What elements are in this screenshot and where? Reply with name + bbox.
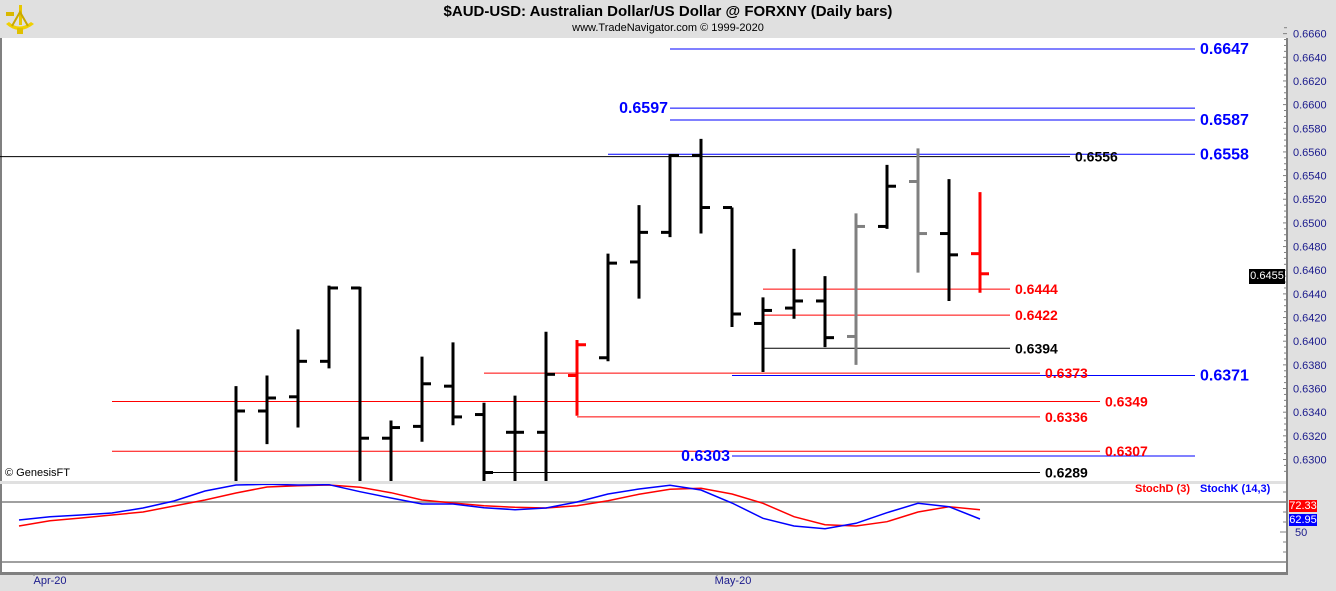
level-label: 0.6394 bbox=[1015, 340, 1058, 356]
left-border bbox=[0, 38, 2, 575]
level-label: 0.6587 bbox=[1200, 112, 1249, 129]
date-axis-label: May-20 bbox=[715, 575, 752, 587]
ohlc-bar bbox=[320, 285, 338, 369]
legend-stochk: StochK (14,3) bbox=[1200, 483, 1271, 495]
copyright-text: © GenesisFT bbox=[5, 467, 70, 479]
ohlc-bar bbox=[351, 286, 369, 481]
ohlc-bars bbox=[234, 138, 989, 481]
ohlc-bar bbox=[475, 402, 493, 481]
price-axis-label: 0.6400 bbox=[1293, 336, 1327, 348]
stochastic-panel bbox=[0, 484, 1287, 563]
level-label: 0.6307 bbox=[1105, 443, 1148, 459]
price-axis: 0.6660 0.6640 0.6620 0.6600 0.6580 0.6560 0.65… bbox=[1283, 27, 1327, 472]
price-axis-label: 0.6300 bbox=[1293, 455, 1327, 467]
level-label: 0.6289 bbox=[1045, 465, 1088, 481]
chart-subtitle: www.TradeNavigator.com © 1999-2020 bbox=[572, 22, 764, 34]
stochd-value-tag: 72.33 bbox=[1289, 500, 1317, 512]
ohlc-bar bbox=[234, 386, 245, 481]
ohlc-bar bbox=[289, 329, 307, 428]
ohlc-bar bbox=[878, 164, 896, 229]
level-label: 0.6444 bbox=[1015, 281, 1058, 297]
level-label: 0.6597 bbox=[619, 100, 668, 117]
panel-separator bbox=[0, 481, 1288, 484]
bottom-border bbox=[0, 572, 1288, 575]
stochk-value-tag: 62.95 bbox=[1289, 514, 1317, 526]
stoch-line-d bbox=[18, 484, 981, 527]
level-label: 0.6371 bbox=[1200, 368, 1249, 385]
ohlc-bar bbox=[382, 420, 400, 481]
stoch-line-k bbox=[18, 484, 981, 530]
ohlc-bar bbox=[754, 297, 772, 372]
level-label: 0.6349 bbox=[1105, 394, 1148, 410]
price-axis-label: 0.6500 bbox=[1293, 218, 1327, 230]
level-label: 0.6336 bbox=[1045, 409, 1088, 425]
ohlc-bar bbox=[444, 342, 462, 426]
ohlc-bar bbox=[971, 192, 989, 293]
price-axis-label: 0.6640 bbox=[1293, 52, 1327, 64]
ohlc-bar bbox=[785, 248, 803, 319]
price-axis-label: 0.6620 bbox=[1293, 76, 1327, 88]
ohlc-bar bbox=[258, 375, 276, 445]
price-axis-label: 0.6440 bbox=[1293, 289, 1327, 301]
plot-background bbox=[0, 38, 1288, 575]
ohlc-bar bbox=[537, 331, 555, 481]
price-axis-label: 0.6460 bbox=[1293, 265, 1327, 277]
sextant-icon bbox=[6, 5, 34, 34]
price-axis-label: 0.6560 bbox=[1293, 147, 1327, 159]
legend-stochd: StochD (3) bbox=[1135, 483, 1190, 495]
ohlc-bar bbox=[630, 205, 648, 299]
level-labels: 0.6647 0.6597 0.6587 0.6558 0.6556 0.6444 0.64… bbox=[619, 41, 1249, 481]
price-axis-label: 0.6360 bbox=[1293, 384, 1327, 396]
ohlc-bar bbox=[723, 206, 741, 328]
price-axis-label: 0.6340 bbox=[1293, 407, 1327, 419]
price-axis-label: 0.6420 bbox=[1293, 313, 1327, 325]
ohlc-bar bbox=[661, 153, 679, 238]
ohlc-bar bbox=[816, 276, 834, 348]
level-lines bbox=[0, 48, 1195, 474]
price-axis-label: 0.6320 bbox=[1293, 431, 1327, 443]
ohlc-bar bbox=[940, 179, 958, 301]
level-label: 0.6647 bbox=[1200, 41, 1249, 58]
ohlc-bar bbox=[599, 253, 617, 362]
ohlc-bar bbox=[413, 356, 431, 442]
price-axis-label: 0.6480 bbox=[1293, 242, 1327, 254]
level-label: 0.6558 bbox=[1200, 146, 1249, 163]
current-price-tag: 0.6455 bbox=[1249, 269, 1285, 284]
price-axis-label: 0.6660 bbox=[1293, 29, 1327, 41]
level-label: 0.6303 bbox=[681, 448, 730, 465]
price-axis-label: 0.6540 bbox=[1293, 171, 1327, 183]
ohlc-bar bbox=[692, 138, 710, 234]
date-axis: Apr-20 May-20 bbox=[33, 572, 751, 587]
price-axis-label: 0.6600 bbox=[1293, 100, 1327, 112]
ohlc-bar bbox=[909, 148, 927, 273]
stochastic-axis: 50 bbox=[1280, 491, 1307, 563]
level-label: 0.6422 bbox=[1015, 307, 1058, 323]
level-label: 0.6373 bbox=[1045, 365, 1088, 381]
stoch-axis-label: 50 bbox=[1295, 527, 1307, 539]
ohlc-bar bbox=[568, 340, 586, 416]
chart-header: $AUD-USD: Australian Dollar/US Dollar @ … bbox=[0, 0, 1336, 38]
price-axis-label: 0.6380 bbox=[1293, 360, 1327, 372]
price-axis-label: 0.6580 bbox=[1293, 123, 1327, 135]
price-axis-label: 0.6520 bbox=[1293, 194, 1327, 206]
date-axis-label: Apr-20 bbox=[33, 575, 66, 587]
ohlc-bar bbox=[506, 395, 524, 481]
level-label: 0.6556 bbox=[1075, 149, 1118, 165]
chart-title: $AUD-USD: Australian Dollar/US Dollar @ … bbox=[443, 3, 893, 20]
ohlc-bar bbox=[847, 213, 865, 365]
